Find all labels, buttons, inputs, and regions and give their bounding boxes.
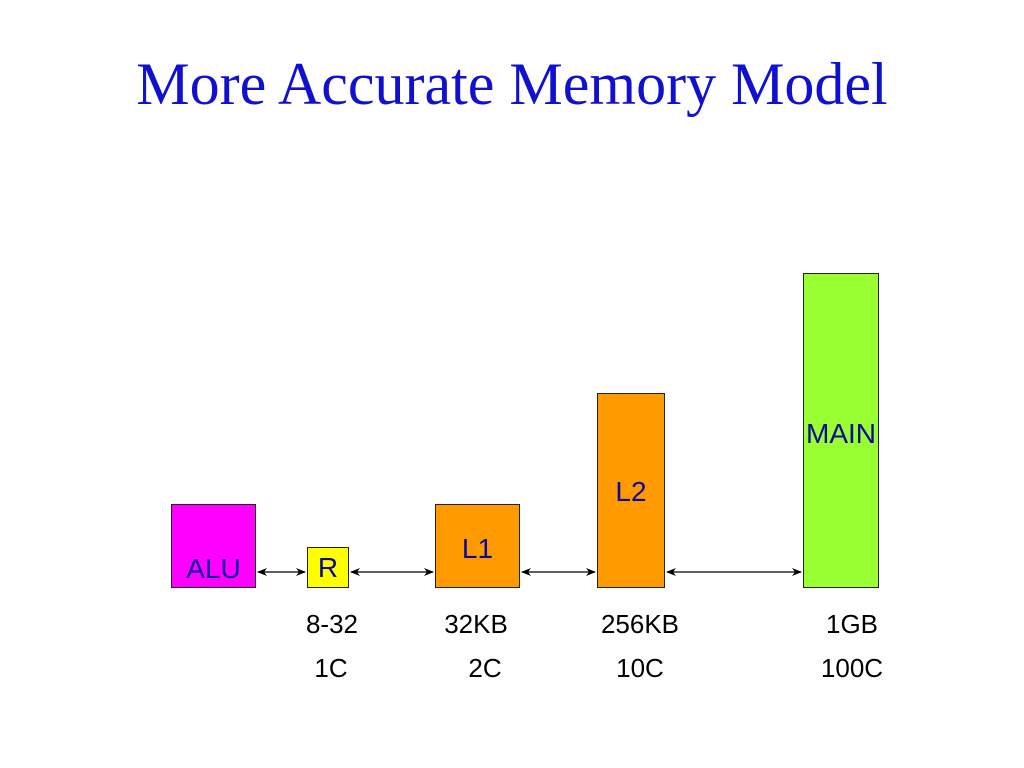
- main-label: MAIN: [806, 418, 876, 449]
- slide-title: More Accurate Memory Model: [136, 51, 888, 117]
- register-size-label: 8-32: [305, 609, 359, 639]
- l1-size-label: 32KB: [444, 609, 508, 639]
- alu-box: ALU: [171, 504, 256, 588]
- main-memory-box: MAIN: [803, 273, 879, 588]
- l1-cycles-label: 2C: [468, 653, 502, 683]
- main-cycles-label: 100C: [820, 653, 884, 683]
- register-cycles-label: 1C: [314, 653, 348, 683]
- register-label: R: [317, 551, 339, 583]
- alu-label: ALU: [186, 553, 241, 584]
- l2-size-label: 256KB: [600, 609, 680, 639]
- main-size-label: 1GB: [825, 609, 879, 639]
- l1-label: L1: [461, 533, 494, 564]
- l2-label: L2: [615, 476, 647, 507]
- l2-cycles-label: 10C: [616, 653, 664, 683]
- l1-cache-box: L1: [435, 504, 520, 588]
- register-box: R: [307, 547, 349, 588]
- l2-cache-box: L2: [597, 393, 665, 588]
